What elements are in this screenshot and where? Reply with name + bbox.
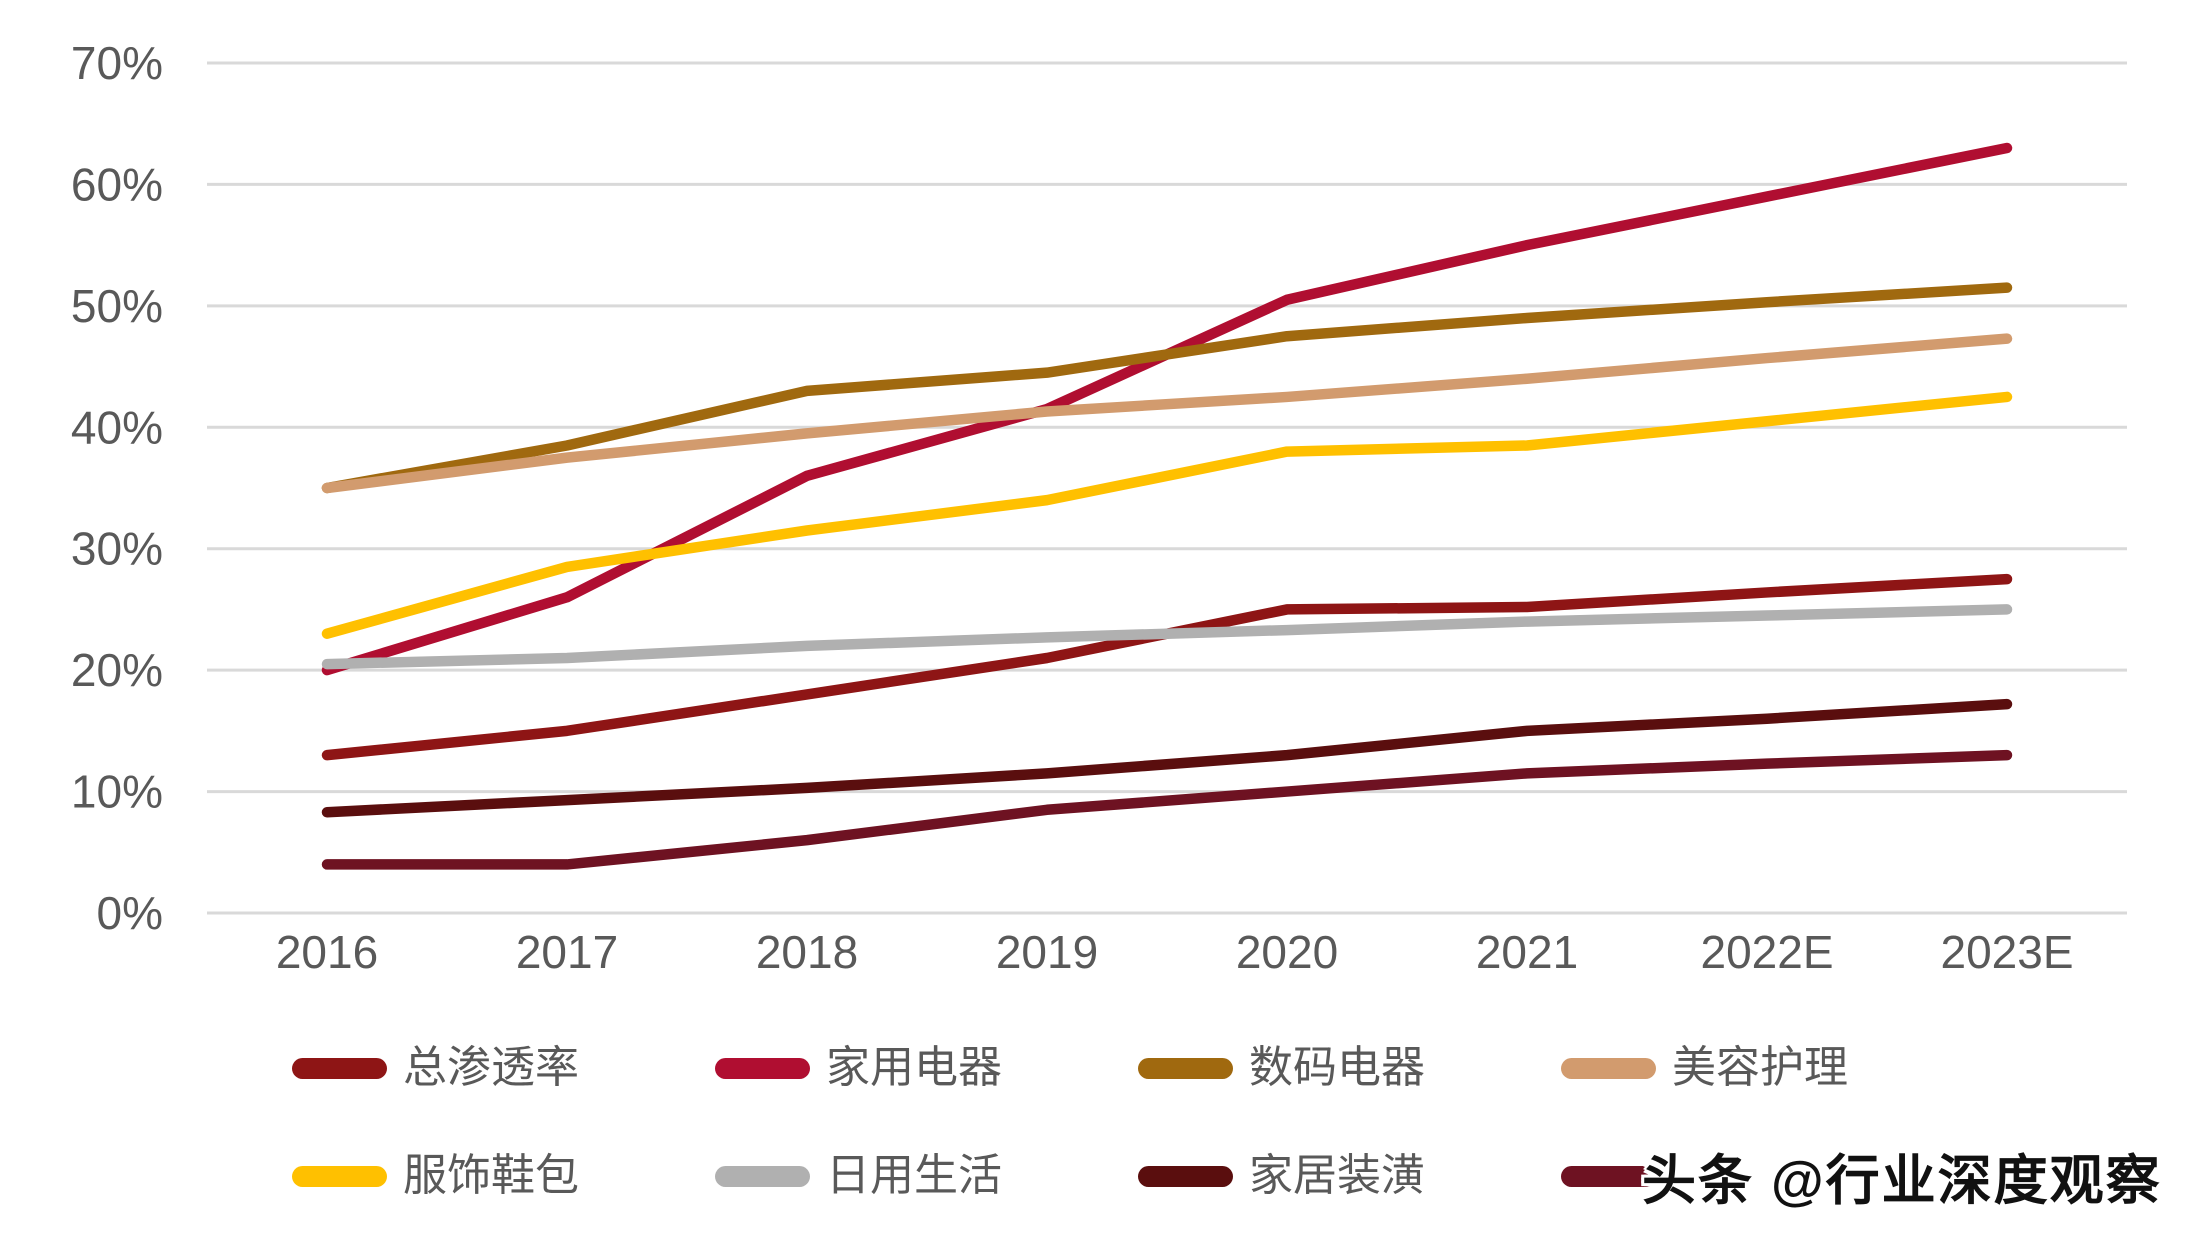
x-axis-label-2020: 2020 <box>1236 926 1338 978</box>
series-line-数码电器 <box>321 282 2013 494</box>
x-axis-label-2017: 2017 <box>516 926 618 978</box>
legend-item-总渗透率: 总渗透率 <box>292 1046 715 1090</box>
y-axis-tick-label: 0% <box>97 887 163 939</box>
legend-row-2: 服饰鞋包 日用生活 家居装潢 <box>292 1154 1984 1198</box>
x-axis-label-2019: 2019 <box>996 926 1098 978</box>
legend-label: 日用生活 <box>826 1151 1002 1200</box>
y-axis-tick-label: 10% <box>71 766 163 818</box>
legend-swatch <box>715 1165 810 1187</box>
legend-row-1: 总渗透率 家用电器 数码电器 美容护理 <box>292 1046 1984 1090</box>
legend-item-家用电器: 家用电器 <box>715 1046 1138 1090</box>
legend-swatch <box>292 1057 387 1079</box>
y-axis-tick-label: 30% <box>71 523 163 575</box>
legend-swatch <box>1138 1165 1233 1187</box>
series-line-家居装潢 <box>321 698 2013 818</box>
legend-item-美容护理: 美容护理 <box>1561 1046 1984 1090</box>
y-axis-tick-label: 60% <box>71 158 163 210</box>
y-axis-tick-label: 50% <box>71 280 163 332</box>
legend-item-服饰鞋包: 服饰鞋包 <box>292 1154 715 1198</box>
legend-item-家居装潢: 家居装潢 <box>1138 1154 1561 1198</box>
y-axis-tick-label: 20% <box>71 644 163 696</box>
series-line-hidden-label-series <box>321 749 2013 870</box>
legend-swatch <box>292 1165 387 1187</box>
x-axis-label-2016: 2016 <box>276 926 378 978</box>
legend-swatch <box>1138 1057 1233 1079</box>
legend-label: 家用电器 <box>826 1043 1002 1092</box>
legend-label: 美容护理 <box>1672 1043 1848 1092</box>
y-axis-tick-label: 40% <box>71 401 163 453</box>
series-line-总渗透率 <box>321 573 2013 761</box>
x-axis-label-2022E: 2022E <box>1700 926 1833 978</box>
watermark-text: 头条 @行业深度观察 <box>1642 1151 2162 1211</box>
legend-item-日用生活: 日用生活 <box>715 1154 1138 1198</box>
legend-label: 服饰鞋包 <box>403 1151 579 1200</box>
series-line-美容护理 <box>321 333 2013 494</box>
y-axis-tick-label: 70% <box>71 37 163 89</box>
legend-label: 家居装潢 <box>1249 1151 1425 1200</box>
line-chart-plot-area: 0% 10% 20% 30% 40% 50% 60% 70% 2016 2017 2018 2019 2… <box>71 37 2127 978</box>
legend-swatch <box>1561 1057 1656 1079</box>
legend-swatch <box>715 1057 810 1079</box>
legend-item-数码电器: 数码电器 <box>1138 1046 1561 1090</box>
x-axis-label-2023E: 2023E <box>1940 926 2073 978</box>
series-line-日用生活 <box>321 604 2013 670</box>
x-axis-label-2018: 2018 <box>756 926 858 978</box>
series-line-服饰鞋包 <box>321 391 2013 639</box>
legend-label: 数码电器 <box>1249 1043 1425 1092</box>
legend-label: 总渗透率 <box>403 1043 579 1092</box>
legend-item-obscured <box>1561 1165 1984 1187</box>
x-axis-label-2021: 2021 <box>1476 926 1578 978</box>
legend-swatch <box>1561 1165 1656 1187</box>
